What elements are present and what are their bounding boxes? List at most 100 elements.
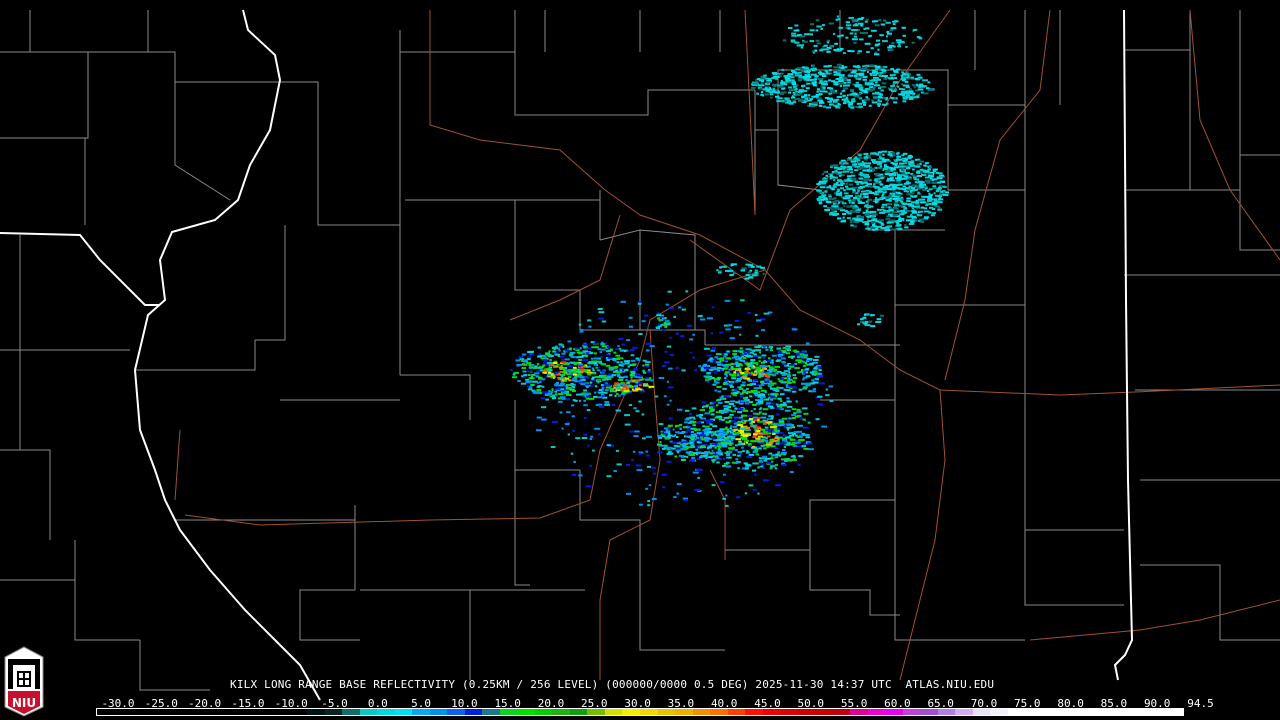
- echo-pixel: [899, 169, 902, 171]
- legend-color-cell: [482, 709, 500, 715]
- echo-pixel: [590, 379, 596, 381]
- echo-pixel: [748, 484, 754, 487]
- echo-pixel: [791, 70, 795, 73]
- echo-pixel: [898, 93, 904, 96]
- legend-tick-label: -10.0: [274, 697, 308, 710]
- echo-pixel: [660, 430, 664, 433]
- echo-pixel: [732, 453, 736, 456]
- echo-pixel: [585, 392, 590, 395]
- echo-pixel: [918, 187, 921, 190]
- echo-pixel: [916, 213, 919, 216]
- echo-pixel: [599, 351, 602, 354]
- site-url[interactable]: ATLAS.NIU.EDU: [905, 678, 995, 691]
- echo-pixel: [926, 87, 930, 90]
- echo-pixel: [771, 438, 775, 441]
- echo-pixel: [726, 350, 730, 353]
- echo-pixel: [733, 371, 737, 374]
- echo-pixel: [716, 461, 720, 464]
- echo-pixel: [890, 27, 897, 30]
- echo-pixel: [802, 418, 806, 421]
- echo-pixel: [743, 397, 748, 400]
- echo-pixel: [808, 390, 814, 393]
- echo-pixel: [911, 211, 918, 214]
- echo-pixel: [794, 441, 801, 444]
- echo-pixel: [854, 218, 861, 221]
- echo-pixel: [876, 318, 882, 321]
- echo-pixel: [791, 442, 797, 445]
- echo-pixel: [704, 347, 710, 350]
- echo-pixel: [601, 320, 607, 323]
- echo-pixel: [911, 205, 915, 208]
- echo-pixel: [833, 81, 839, 84]
- echo-pixel: [890, 77, 894, 79]
- echo-pixel: [516, 364, 520, 367]
- echo-pixel: [916, 193, 922, 195]
- echo-pixel: [878, 221, 882, 224]
- echo-pixel: [751, 421, 756, 423]
- echo-pixel: [558, 400, 563, 403]
- echo-pixel: [537, 346, 542, 349]
- state-border: [0, 232, 160, 306]
- echo-pixel: [906, 210, 911, 212]
- echo-pixel: [726, 442, 733, 445]
- echo-pixel: [593, 342, 599, 345]
- echo-pixel: [716, 361, 720, 364]
- echo-pixel: [729, 384, 733, 387]
- echo-pixel: [645, 349, 650, 352]
- echo-pixel: [527, 351, 533, 354]
- echo-pixel: [717, 363, 722, 366]
- echo-pixel: [904, 159, 908, 162]
- echo-pixel: [738, 357, 743, 360]
- echo-pixel: [615, 389, 621, 392]
- legend-tick-label: 75.0: [1014, 697, 1041, 710]
- echo-pixel: [787, 420, 790, 423]
- echo-pixel: [809, 33, 813, 36]
- echo-pixel: [569, 354, 573, 357]
- echo-pixel: [583, 343, 588, 346]
- echo-pixel: [882, 169, 885, 172]
- echo-pixel: [862, 78, 867, 81]
- echo-pixel: [631, 372, 636, 375]
- echo-pixel: [759, 369, 764, 372]
- echo-pixel: [875, 153, 879, 156]
- echo-pixel: [658, 436, 663, 439]
- echo-pixel: [738, 441, 742, 444]
- echo-pixel: [780, 91, 787, 94]
- echo-pixel: [867, 227, 871, 230]
- echo-pixel: [781, 449, 786, 451]
- echo-pixel: [897, 227, 903, 230]
- echo-pixel: [710, 366, 716, 369]
- echo-pixel: [596, 380, 602, 383]
- echo-pixel: [845, 182, 849, 185]
- echo-pixel: [696, 414, 701, 417]
- echo-pixel: [843, 69, 847, 72]
- echo-pixel: [853, 41, 857, 44]
- echo-pixel: [594, 385, 598, 388]
- echo-pixel: [642, 364, 645, 367]
- echo-pixel: [555, 394, 559, 397]
- echo-pixel: [839, 85, 842, 87]
- echo-pixel: [731, 356, 737, 359]
- echo-pixel: [803, 76, 808, 78]
- echo-pixel: [738, 399, 741, 402]
- echo-pixel: [576, 370, 583, 373]
- echo-pixel: [696, 441, 701, 444]
- echo-pixel: [737, 451, 742, 453]
- echo-pixel: [875, 174, 878, 177]
- echo-pixel: [616, 371, 622, 374]
- echo-pixel: [658, 324, 664, 326]
- echo-pixel: [536, 416, 542, 419]
- echo-pixel: [800, 46, 804, 49]
- echo-pixel: [834, 42, 839, 45]
- legend-color-cell: [149, 709, 168, 715]
- highway: [899, 389, 946, 681]
- echo-pixel: [614, 366, 619, 368]
- echo-pixel: [849, 219, 854, 222]
- legend-tick-label: -5.0: [321, 697, 348, 710]
- echo-pixel: [847, 187, 853, 190]
- echo-pixel: [686, 429, 691, 432]
- echo-pixel: [908, 223, 915, 225]
- echo-pixel: [905, 165, 912, 168]
- echo-pixel: [905, 90, 911, 93]
- echo-pixel: [815, 377, 819, 380]
